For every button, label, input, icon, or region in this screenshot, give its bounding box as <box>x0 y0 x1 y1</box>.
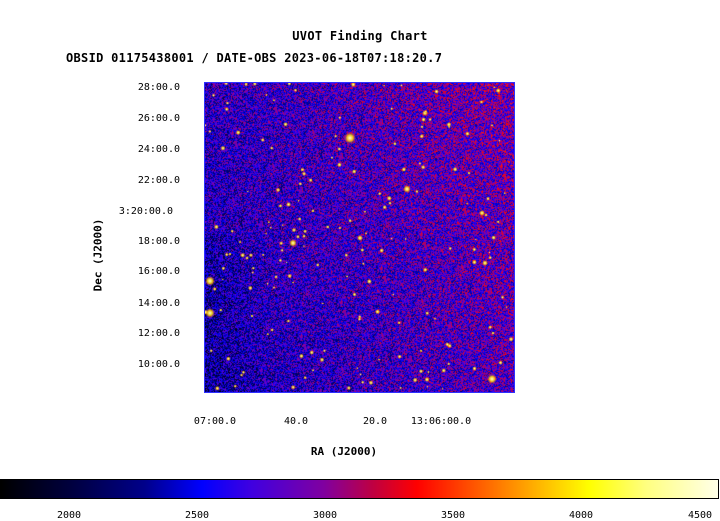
y-axis-label: Dec (J2000) <box>91 218 105 292</box>
y-tick-label: 12:00.0 <box>137 328 180 339</box>
y-tick-label: 18:00.0 <box>137 236 180 247</box>
colorbar <box>0 479 719 499</box>
x-tick-label: 40.0 <box>283 416 309 427</box>
sky-image <box>204 82 515 393</box>
colorbar-tick-label: 3500 <box>440 510 466 521</box>
y-tick-label: 26:00.0 <box>137 113 180 124</box>
y-tick-label: 16:00.0 <box>137 266 180 277</box>
x-axis-label: RA (J2000) <box>310 445 378 458</box>
x-tick-label: 20.0 <box>362 416 388 427</box>
y-tick-label: 28:00.0 <box>137 82 180 93</box>
y-tick-label: 14:00.0 <box>137 298 180 309</box>
colorbar-tick-label: 4500 <box>687 510 713 521</box>
colorbar-tick-label: 2000 <box>56 510 82 521</box>
chart-subtitle: OBSID 01175438001 / DATE-OBS 2023-06-18T… <box>66 51 443 65</box>
x-tick-label: 07:00.0 <box>193 416 237 427</box>
y-tick-label: 3:20:00.0 <box>118 206 173 217</box>
y-tick-label: 24:00.0 <box>137 144 180 155</box>
y-tick-label: 22:00.0 <box>137 175 180 186</box>
x-tick-label: 13:06:00.0 <box>410 416 472 427</box>
colorbar-tick-label: 3000 <box>312 510 338 521</box>
chart-title: UVOT Finding Chart <box>292 29 428 43</box>
sky-image-canvas <box>205 83 514 392</box>
colorbar-tick-label: 2500 <box>184 510 210 521</box>
colorbar-tick-label: 4000 <box>568 510 594 521</box>
y-tick-label: 10:00.0 <box>137 359 180 370</box>
